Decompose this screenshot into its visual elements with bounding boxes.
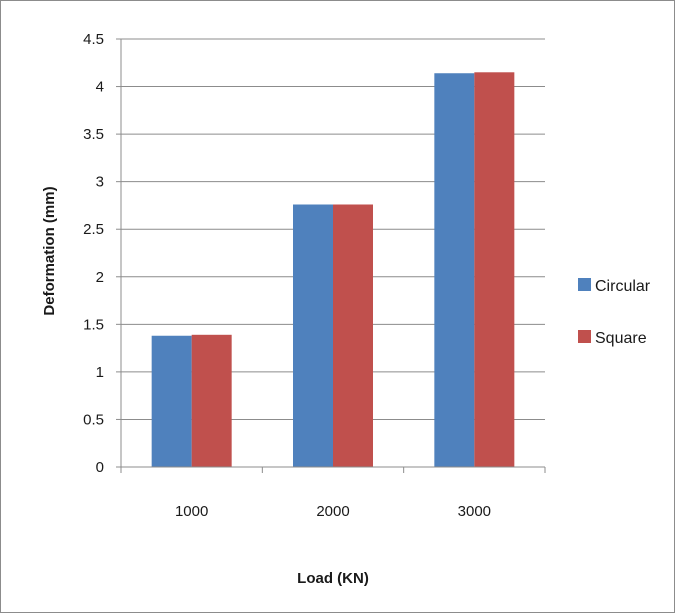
bar-square-3000 [474, 72, 515, 468]
y-tick-label: 4.5 [83, 31, 104, 48]
legend-item-square: Square [578, 330, 647, 347]
axes [120, 39, 546, 473]
legend-label: Square [595, 330, 647, 347]
bar-circular-3000 [434, 73, 475, 468]
y-tick-label: 2.5 [83, 221, 104, 238]
y-tick-labels: 0 0.5 1 1.5 2 2.5 3 3.5 4 4.5 [83, 31, 104, 476]
x-tick-label: 2000 [316, 503, 349, 520]
x-tick-label: 1000 [175, 503, 208, 520]
bar-square-1000 [191, 334, 232, 467]
y-tick-label: 1 [96, 364, 104, 381]
bar-square-2000 [333, 204, 373, 467]
legend: Circular Square [578, 278, 651, 347]
legend-label: Circular [595, 278, 651, 295]
y-axis-title: Deformation (mm) [41, 186, 58, 315]
y-tick-label: 0 [96, 459, 104, 476]
legend-swatch [578, 278, 591, 291]
y-tick-label: 3 [96, 174, 104, 191]
legend-item-circular: Circular [578, 278, 651, 295]
bars [151, 72, 515, 468]
y-tick-label: 1.5 [83, 316, 104, 333]
y-tick-label: 3.5 [83, 126, 104, 143]
x-axis-title: Load (KN) [297, 570, 369, 587]
y-tick-label: 0.5 [83, 411, 104, 428]
bar-circular-1000 [151, 335, 192, 467]
bar-circular-2000 [293, 204, 333, 467]
x-tick-labels: 1000 2000 3000 [175, 503, 491, 520]
y-tick-label: 2 [96, 269, 104, 286]
y-tick-label: 4 [96, 79, 104, 96]
legend-swatch [578, 330, 591, 343]
x-tick-label: 3000 [458, 503, 491, 520]
